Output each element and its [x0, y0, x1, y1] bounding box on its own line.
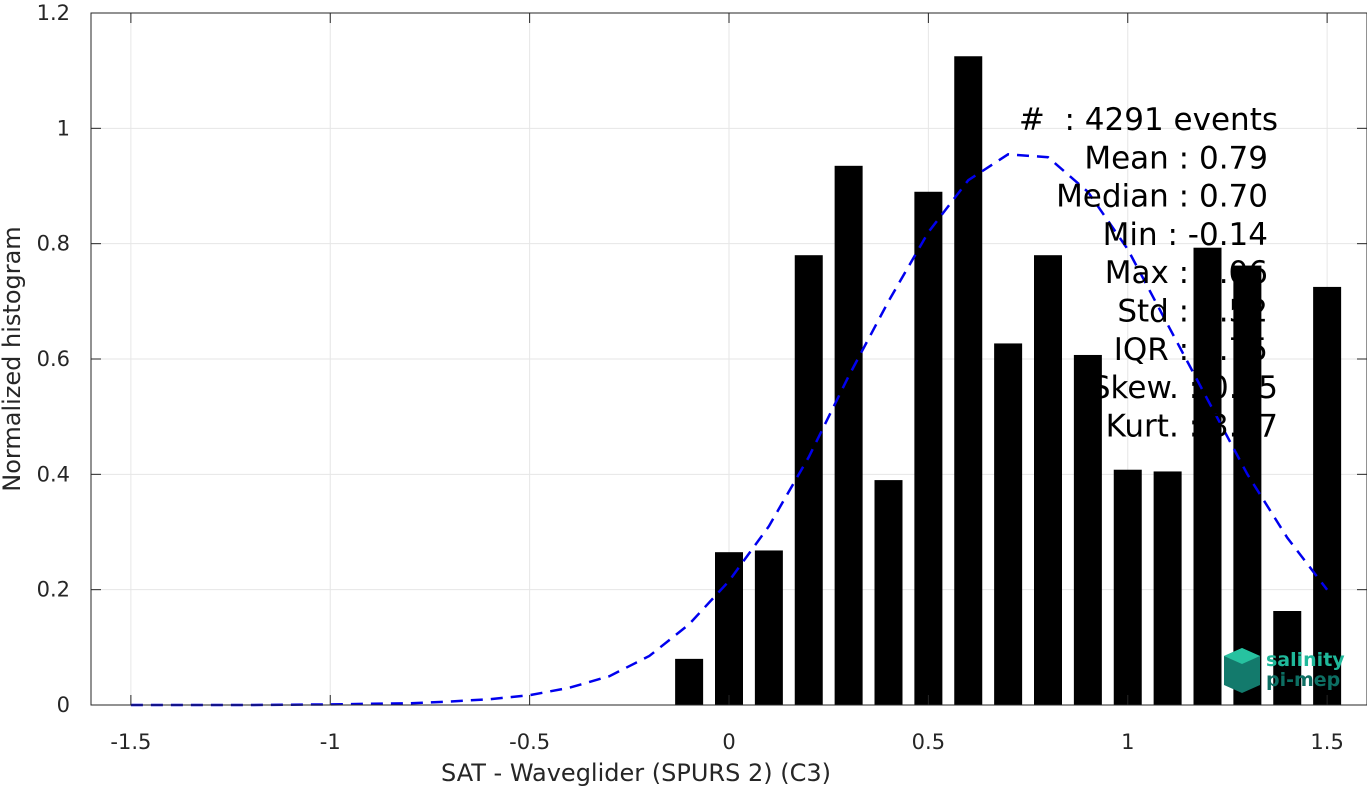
salinity-pimep-logo: salinity pi-mep — [1224, 648, 1345, 693]
stat-line: Median : 0.70 — [1056, 179, 1268, 215]
y-axis-label: Normalized histogram — [0, 226, 26, 491]
histogram-bar — [834, 165, 863, 706]
y-tick-label: 1 — [57, 116, 70, 140]
stat-line: Max : 6.06 — [1105, 255, 1268, 291]
x-tick-label: 1 — [1121, 730, 1134, 754]
histogram-bars — [675, 56, 1342, 706]
stat-line: Mean : 0.79 — [1084, 140, 1268, 176]
histogram-bar — [1073, 354, 1102, 705]
stat-line: IQR : 0.75 — [1114, 332, 1268, 368]
histogram-bar — [994, 343, 1023, 705]
histogram-bar — [1273, 611, 1302, 705]
histogram-bar — [794, 255, 823, 705]
y-tick-label: 0.2 — [37, 578, 70, 602]
y-tick-label: 0.6 — [37, 347, 70, 371]
stat-line: Skew. : 0.15 — [1091, 370, 1278, 406]
x-tick-label: 0 — [722, 730, 735, 754]
logo-line2: pi-mep — [1266, 669, 1340, 691]
x-tick-label: -1 — [320, 730, 341, 754]
stat-line: Min : -0.14 — [1103, 217, 1268, 253]
y-tick-labels: 0 0.2 0.4 0.6 0.8 1 1.2 — [37, 1, 70, 717]
histogram-bar — [1153, 471, 1182, 705]
histogram-bar — [1113, 469, 1142, 705]
stat-line: Kurt. : 3.97 — [1106, 408, 1278, 444]
y-tick-label: 1.2 — [37, 1, 70, 25]
x-tick-label: 0.5 — [912, 730, 945, 754]
histogram-bar — [715, 552, 743, 705]
logo-cube-face-icon — [1224, 648, 1260, 664]
histogram-bar — [754, 550, 783, 705]
x-tick-labels: -1.5 -1 -0.5 0 0.5 1 1.5 — [110, 730, 1343, 754]
x-tick-label: -0.5 — [509, 730, 550, 754]
logo-line1: salinity — [1266, 649, 1345, 671]
x-tick-label: -1.5 — [110, 730, 151, 754]
histogram-bar — [1193, 247, 1222, 705]
y-tick-label: 0.8 — [37, 232, 70, 256]
axis-ticks — [91, 12, 1367, 706]
histogram-bar — [954, 56, 983, 705]
y-tick-label: 0.4 — [37, 462, 70, 486]
histogram-bar — [914, 191, 943, 705]
histogram-bar — [1313, 286, 1342, 705]
histogram-bar — [1233, 265, 1262, 705]
stat-line: Std : 0.52 — [1117, 294, 1268, 330]
histogram-bar — [1034, 255, 1062, 705]
histogram-bar — [675, 658, 704, 705]
y-tick-label: 0 — [57, 693, 70, 717]
x-tick-label: 1.5 — [1310, 730, 1343, 754]
x-axis-label: SAT - Waveglider (SPURS 2) (C3) — [441, 759, 831, 787]
stat-line: # : 4291 events — [1019, 102, 1278, 138]
histogram-bar — [874, 480, 903, 705]
